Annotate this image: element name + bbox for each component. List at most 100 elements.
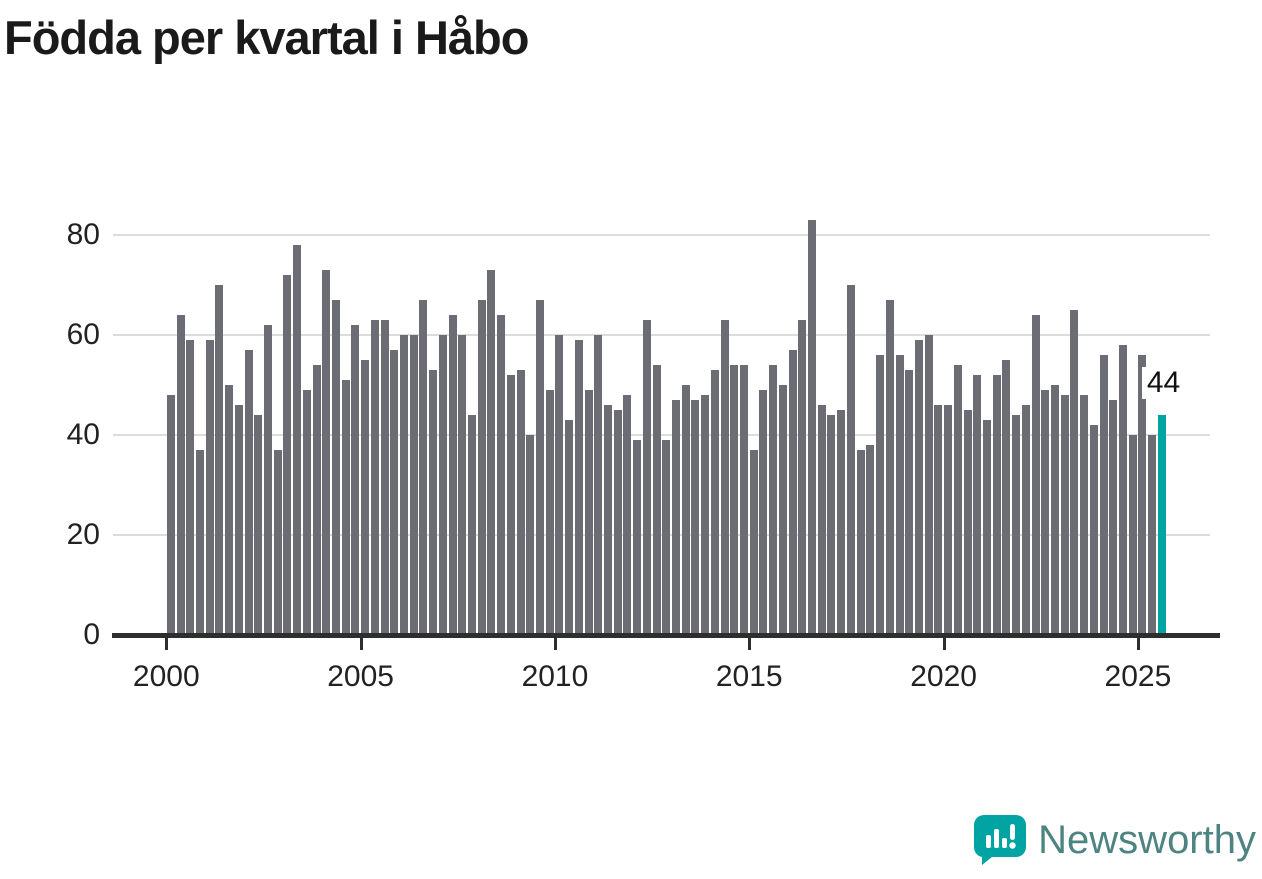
x-axis-tick-mark <box>1136 638 1140 650</box>
bar <box>827 415 836 635</box>
y-axis-tick-label: 20 <box>66 518 100 551</box>
bar <box>409 335 418 635</box>
bar <box>749 450 758 635</box>
bar <box>438 335 447 635</box>
bar <box>924 335 933 635</box>
x-axis-tick-label: 2025 <box>1104 660 1172 693</box>
bar <box>963 410 972 635</box>
bar <box>477 300 486 635</box>
bar <box>594 335 603 635</box>
chart-title: Födda per kvartal i Håbo <box>4 11 529 64</box>
y-axis-tick-label: 80 <box>66 218 100 251</box>
bar <box>944 405 953 635</box>
gridline-y-40 <box>113 434 1210 436</box>
bar <box>1138 355 1147 635</box>
bar <box>429 370 438 635</box>
bar <box>982 420 991 635</box>
bar <box>778 385 787 635</box>
bar <box>448 315 457 635</box>
bar <box>166 395 175 635</box>
bar <box>545 390 554 635</box>
bar <box>662 440 671 635</box>
bar <box>973 375 982 635</box>
bar <box>633 440 642 635</box>
bar <box>759 390 768 635</box>
bar <box>710 370 719 635</box>
bar <box>652 365 661 635</box>
bar <box>817 405 826 635</box>
bar <box>205 340 214 635</box>
bar <box>254 415 263 635</box>
bar <box>613 410 622 635</box>
bar <box>1080 395 1089 635</box>
bar <box>701 395 710 635</box>
bar <box>730 365 739 635</box>
bar <box>302 390 311 635</box>
x-axis-tick-mark <box>165 638 169 650</box>
x-axis-tick-label: 2015 <box>715 660 783 693</box>
bar <box>555 335 564 635</box>
bar <box>681 385 690 635</box>
bar <box>516 370 525 635</box>
bar <box>846 285 855 635</box>
bar <box>341 380 350 635</box>
bar <box>186 340 195 635</box>
bar <box>769 365 778 635</box>
bar <box>506 375 515 635</box>
bar <box>788 350 797 635</box>
gridline-y-80 <box>113 234 1210 236</box>
bar <box>1021 405 1030 635</box>
bar <box>720 320 729 635</box>
bar <box>856 450 865 635</box>
bar <box>934 405 943 635</box>
bar <box>390 350 399 635</box>
bar <box>1148 435 1157 635</box>
bar <box>322 270 331 635</box>
bar <box>536 300 544 635</box>
bar <box>487 270 496 635</box>
newsworthy-logo[interactable]: Newsworthy <box>974 815 1256 865</box>
x-axis-tick-mark <box>942 638 946 650</box>
bar <box>1060 395 1069 635</box>
bar <box>244 350 253 635</box>
bar <box>740 365 749 635</box>
bar <box>798 320 807 635</box>
x-axis-tick-label: 2020 <box>910 660 977 693</box>
bar <box>876 355 885 635</box>
bar <box>1070 310 1079 635</box>
bar <box>370 320 379 635</box>
x-axis-tick-mark <box>359 638 363 650</box>
bar <box>895 355 904 635</box>
gridline-y-60 <box>113 334 1210 336</box>
bar <box>992 375 1001 635</box>
bar <box>458 335 467 635</box>
bar <box>1012 415 1021 635</box>
bar <box>361 360 370 635</box>
bar <box>953 365 962 635</box>
bar <box>526 435 535 635</box>
bar-highlighted <box>1157 415 1166 635</box>
bar <box>331 300 340 635</box>
x-axis-line <box>112 633 1220 638</box>
bar <box>905 370 914 635</box>
bar <box>642 320 651 635</box>
bar <box>672 400 681 635</box>
bar <box>497 315 506 635</box>
bar <box>837 410 846 635</box>
bar <box>1050 385 1059 635</box>
bar <box>914 340 923 635</box>
bar <box>1002 360 1011 635</box>
bar <box>808 220 817 635</box>
bar <box>380 320 389 635</box>
bar <box>195 450 204 635</box>
bar <box>225 385 234 635</box>
bar <box>1031 315 1040 635</box>
bar <box>283 275 292 635</box>
bar <box>691 400 700 635</box>
bar <box>467 415 476 635</box>
bar <box>263 325 272 635</box>
bar <box>1118 345 1127 635</box>
x-axis-tick-label: 2010 <box>521 660 589 693</box>
